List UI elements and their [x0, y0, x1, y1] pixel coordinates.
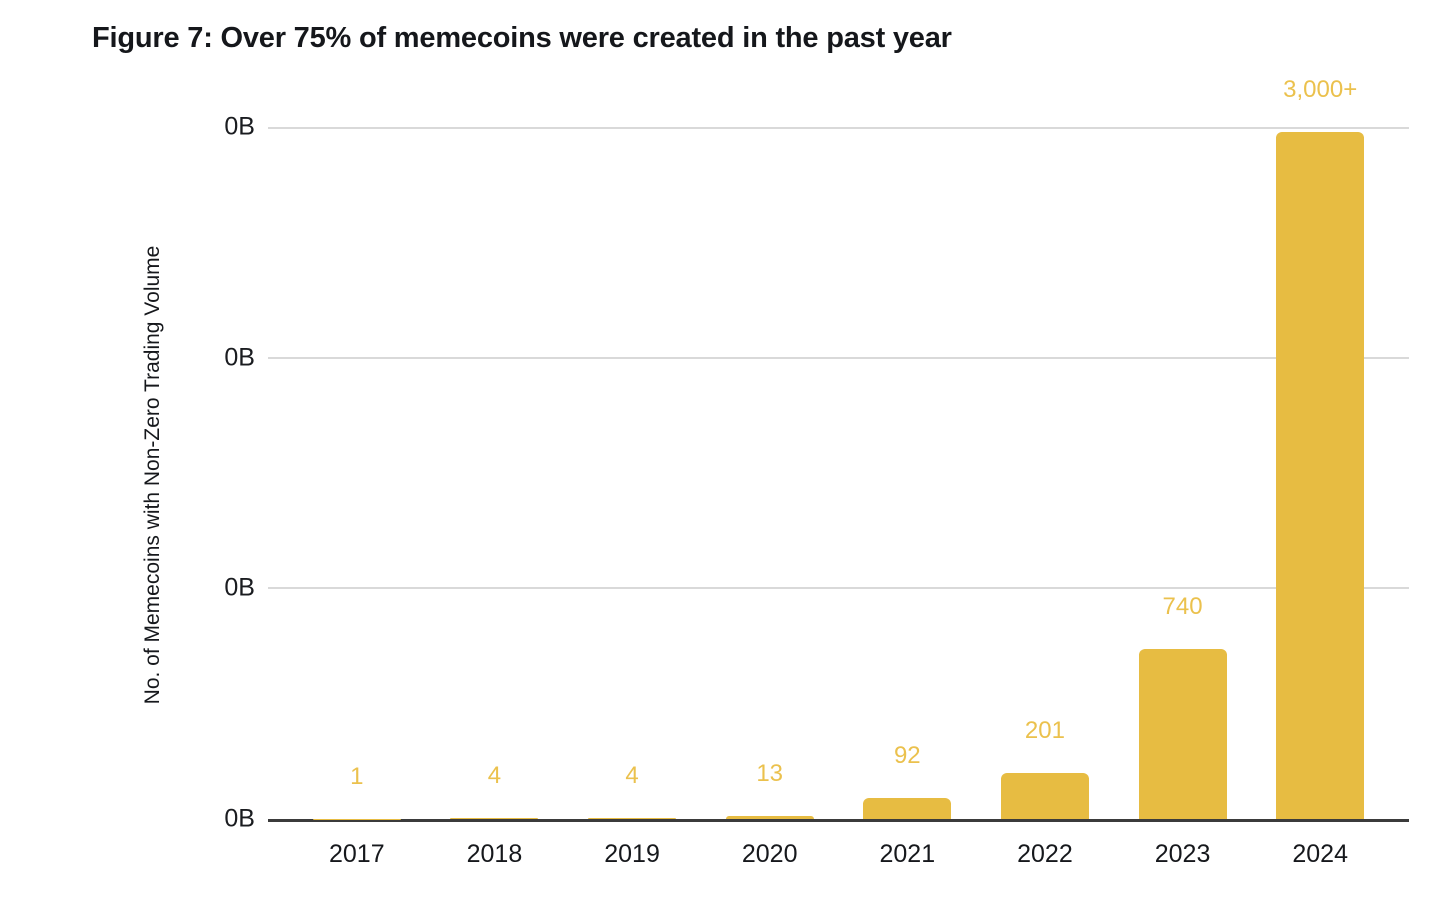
y-tick-label: 0B [224, 112, 255, 141]
figure-title: Figure 7: Over 75% of memecoins were cre… [92, 22, 952, 54]
y-axis-title: No. of Memecoins with Non-Zero Trading V… [141, 245, 164, 705]
x-tick-label-2021: 2021 [879, 840, 936, 868]
value-label-2021: 92 [893, 741, 921, 769]
bar-2023 [1138, 649, 1227, 819]
value-label-2020: 13 [756, 760, 784, 788]
chart-column-2017: 1 2017 [288, 127, 426, 868]
bar-2018 [450, 818, 539, 819]
x-tick-label-2020: 2020 [741, 840, 798, 868]
gridline-top [268, 127, 1409, 129]
y-tick-label: 0B [224, 804, 255, 833]
x-tick-label-2017: 2017 [329, 840, 385, 868]
bar-2021 [863, 797, 952, 819]
plot-area: 0B 0B 0B 0B 1 2017 4 2018 4 2019 13 2020 92 2021 2… [224, 77, 1409, 868]
chart-column-2022: 201 2022 [976, 127, 1114, 868]
chart-column-2023: 740 2023 [1114, 127, 1252, 868]
value-label-2019: 4 [625, 762, 639, 790]
chart-column-2024: 3,000+ 2024 [1251, 77, 1389, 868]
chart-column-2018: 4 2018 [426, 127, 564, 868]
x-tick-label-2024: 2024 [1292, 840, 1348, 868]
chart-column-2019: 4 2019 [563, 127, 701, 868]
y-tick-label: 0B [224, 343, 255, 372]
y-tick-label: 0B [224, 573, 255, 602]
x-tick-label-2023: 2023 [1154, 840, 1211, 868]
bars-container: 1 2017 4 2018 4 2019 13 2020 92 2021 201 2022 740 202… [268, 77, 1409, 868]
x-tick-label-2019: 2019 [604, 840, 660, 868]
x-tick-label-2018: 2018 [466, 840, 523, 868]
bar-2019 [588, 818, 677, 819]
bar-2024 [1276, 131, 1365, 819]
gridline-middle-lower [268, 587, 1409, 590]
gridline-middle-upper [268, 356, 1409, 359]
bar-2020 [725, 816, 814, 819]
value-label-2024: 3,000+ [1283, 75, 1358, 103]
bar-2022 [1000, 772, 1089, 819]
x-tick-label-2022: 2022 [1017, 840, 1073, 868]
value-label-2018: 4 [487, 762, 502, 790]
value-label-2022: 201 [1024, 716, 1065, 744]
chart-column-2020: 13 2020 [701, 127, 839, 868]
value-label-2023: 740 [1162, 593, 1203, 621]
chart-column-2021: 92 2021 [839, 127, 977, 868]
value-label-2017: 1 [350, 762, 364, 790]
